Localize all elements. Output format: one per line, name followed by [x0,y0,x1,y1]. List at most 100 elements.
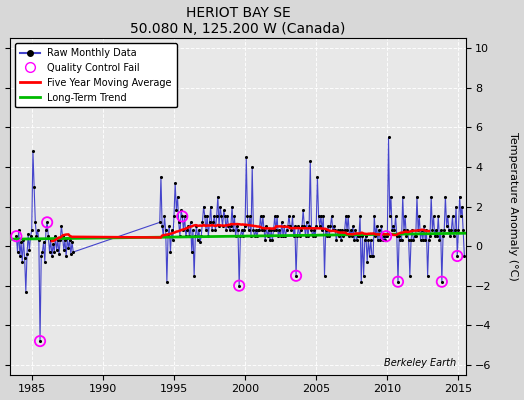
Point [424,237,433,243]
Point [43,219,51,226]
Point [306,158,314,164]
Point [397,237,406,243]
Point [202,227,210,234]
Point [217,213,225,220]
Point [293,233,301,239]
Point [328,213,336,220]
Point [388,227,396,234]
Point [369,253,377,259]
Point [318,227,326,234]
Point [357,278,365,285]
Point [32,233,41,239]
Point [198,219,206,226]
Point [206,203,215,210]
Point [408,227,417,234]
Point [169,237,177,243]
Point [278,219,286,226]
Point [223,213,232,220]
Point [38,249,47,255]
Point [356,213,364,220]
Point [315,223,324,230]
Point [381,237,389,243]
Point [197,233,205,239]
Point [253,233,261,239]
Point [299,207,308,214]
Point [421,237,430,243]
Point [52,247,61,253]
Point [389,223,397,230]
Point [159,233,168,239]
Point [36,338,44,344]
Point [374,237,382,243]
Point [262,223,270,230]
Point [438,278,446,285]
Point [49,241,57,247]
Y-axis label: Temperature Anomaly (°C): Temperature Anomaly (°C) [508,132,518,281]
Point [442,223,451,230]
Point [235,282,243,289]
Point [30,184,38,190]
Point [19,237,28,243]
Point [378,237,387,243]
Point [239,227,248,234]
Point [238,233,247,239]
Point [24,231,32,238]
Point [439,233,447,239]
Point [394,278,402,285]
Point [405,237,413,243]
Point [432,227,440,234]
Point [390,227,399,234]
Point [236,233,245,239]
Point [312,223,320,230]
Point [454,227,463,234]
Point [309,233,317,239]
Point [178,213,187,220]
Point [29,148,37,154]
Point [288,213,297,220]
Point [413,194,421,200]
Point [190,272,198,279]
Point [325,233,333,239]
Point [402,233,410,239]
Point [63,235,71,241]
Point [17,239,25,245]
Point [345,233,354,239]
Point [368,253,376,259]
Point [248,164,256,170]
Point [285,213,293,220]
Point [355,233,363,239]
Point [277,233,285,239]
Point [377,223,386,230]
Point [297,227,305,234]
Point [267,227,275,234]
Point [446,233,454,239]
Point [43,219,51,226]
Point [171,180,179,186]
Point [273,213,281,220]
Point [358,233,367,239]
Point [232,233,240,239]
Point [37,253,46,259]
Point [407,237,415,243]
Point [420,223,428,230]
Point [410,233,419,239]
Point [434,213,442,220]
Point [21,288,30,295]
Point [281,233,290,239]
Point [46,249,54,255]
Point [322,227,330,234]
Point [291,223,299,230]
Point [165,223,173,230]
Point [40,259,49,265]
Point [178,213,187,220]
Point [270,213,279,220]
Point [188,249,196,255]
Point [349,223,357,230]
Point [449,213,457,220]
Point [400,227,408,234]
Point [69,249,78,255]
Point [225,227,234,234]
Point [283,223,292,230]
Point [370,213,378,220]
Point [264,233,272,239]
